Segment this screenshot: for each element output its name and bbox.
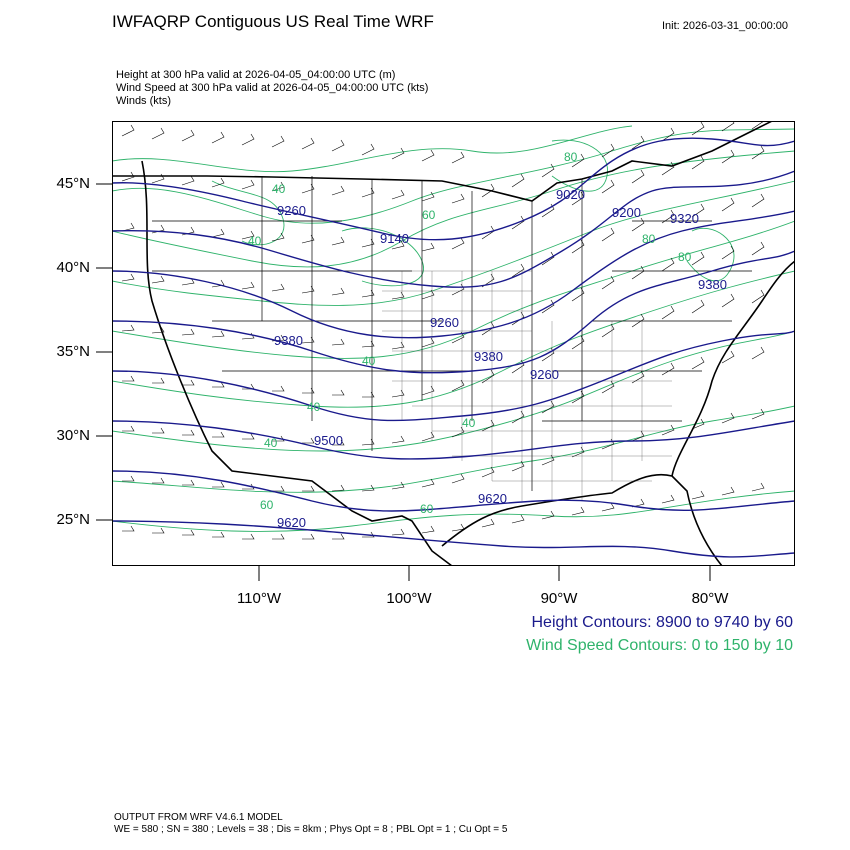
field-label-height: Height at 300 hPa valid at 2026-04-05_04… <box>116 69 396 81</box>
wind-label: 60 <box>422 208 436 222</box>
wind-label: 80 <box>642 232 656 246</box>
map-title: IWFAQRP Contiguous US Real Time WRF <box>112 12 434 31</box>
height-label: 9380 <box>274 333 303 348</box>
wind-label: 40 <box>362 354 376 368</box>
height-label: 9260 <box>277 203 306 218</box>
height-label: 9620 <box>478 491 507 506</box>
lat-label-45: 45°N <box>56 175 90 192</box>
political-boundaries <box>112 121 795 566</box>
wind-contour-legend: Wind Speed Contours: 0 to 150 by 10 <box>526 637 793 654</box>
wind-label: 80 <box>564 150 578 164</box>
wind-label: 60 <box>260 498 274 512</box>
height-label: 9020 <box>556 187 585 202</box>
lon-label-110: 110°W <box>236 590 282 607</box>
model-config-label: WE = 580 ; SN = 380 ; Levels = 38 ; Dis … <box>114 824 508 835</box>
height-label: 9380 <box>474 349 503 364</box>
lat-ticks <box>96 183 112 521</box>
height-contour-labels: 9260 9140 9020 9200 9260 9320 9380 9260 … <box>274 187 727 530</box>
height-contour-legend: Height Contours: 8900 to 9740 by 60 <box>531 614 793 631</box>
height-label: 9380 <box>698 277 727 292</box>
height-label: 9140 <box>380 231 409 246</box>
height-label: 9500 <box>314 433 343 448</box>
field-label-winds: Winds (kts) <box>116 95 171 107</box>
lat-label-40: 40°N <box>56 259 90 276</box>
lat-label-25: 25°N <box>56 511 90 528</box>
lon-ticks <box>258 566 711 581</box>
init-time: Init: 2026-03-31_00:00:00 <box>662 20 788 32</box>
wind-label: 40 <box>462 416 476 430</box>
model-output-label: OUTPUT FROM WRF V4.6.1 MODEL <box>114 812 283 823</box>
height-label: 9200 <box>612 205 641 220</box>
height-label: 9320 <box>670 211 699 226</box>
wind-label: 60 <box>420 502 434 516</box>
lon-label-80: 80°W <box>691 590 729 607</box>
lon-label-100: 100°W <box>386 590 432 607</box>
lat-label-30: 30°N <box>56 427 90 444</box>
lat-label-35: 35°N <box>56 343 90 360</box>
wind-label: 40 <box>307 400 321 414</box>
height-contours <box>112 137 795 558</box>
map-svg: 9260 9140 9020 9200 9260 9320 9380 9260 … <box>112 121 795 566</box>
map-frame <box>112 121 795 566</box>
height-label: 9620 <box>277 515 306 530</box>
wind-label: 40 <box>248 234 262 248</box>
wind-label: 40 <box>272 182 286 196</box>
lon-label-90: 90°W <box>540 590 578 607</box>
height-label: 9260 <box>530 367 559 382</box>
field-label-wind-speed: Wind Speed at 300 hPa valid at 2026-04-0… <box>116 82 429 94</box>
wind-label: 80 <box>678 250 692 264</box>
height-label: 9260 <box>430 315 459 330</box>
wind-speed-labels: 40 40 40 40 40 40 60 60 60 80 80 80 <box>248 150 692 516</box>
map-panel: 9260 9140 9020 9200 9260 9320 9380 9260 … <box>112 121 795 566</box>
wind-label: 40 <box>264 436 278 450</box>
